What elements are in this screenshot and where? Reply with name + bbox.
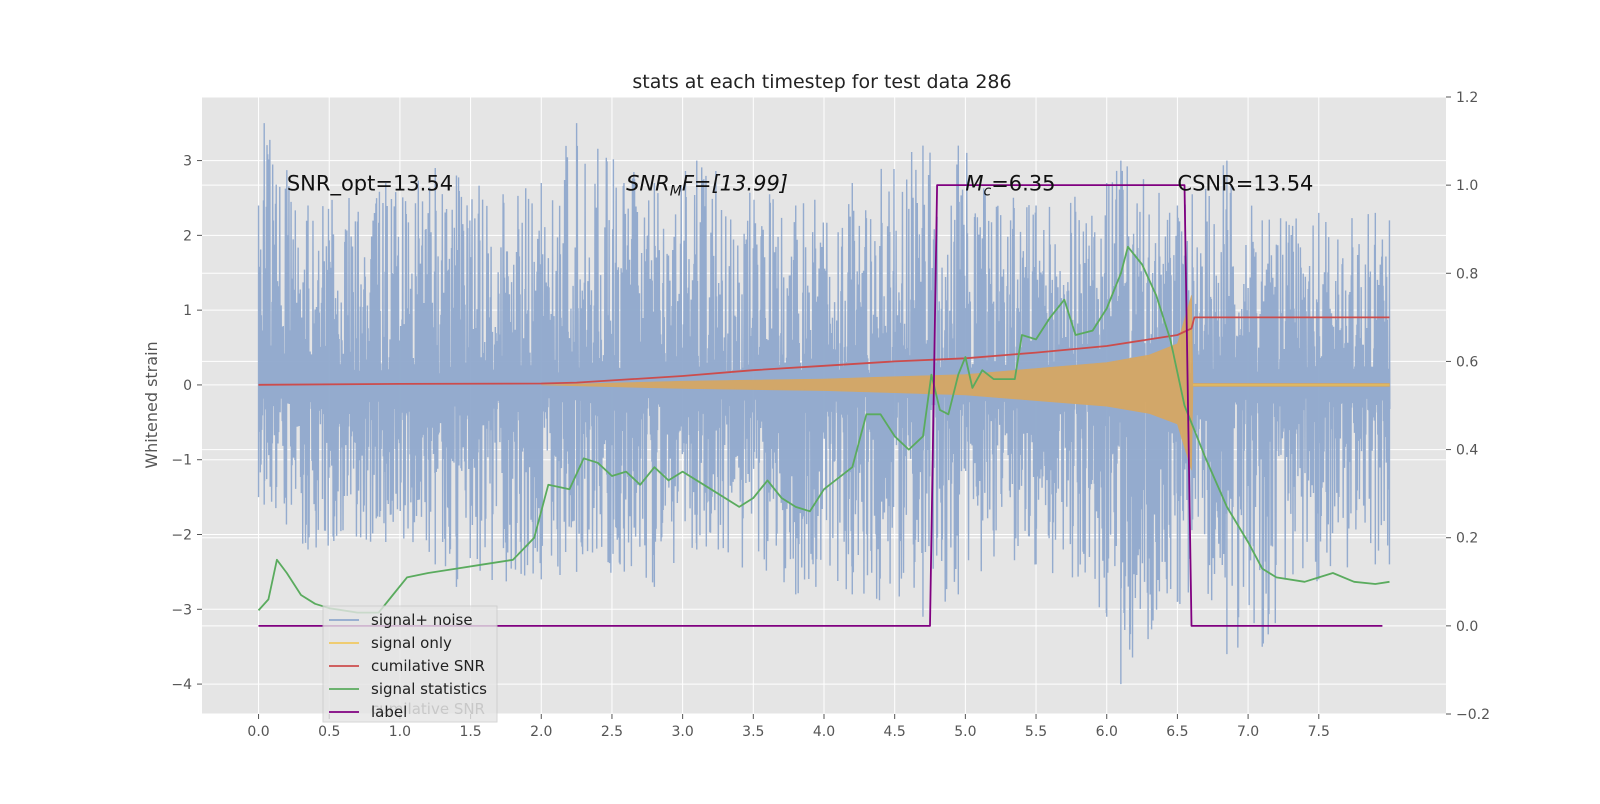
axes: 0.0 0.5 1.0 1.5 2.0 2.5 3.0 3.5 4.0 4.5 5.0 5.5 6.0 6… (171, 90, 1490, 740)
x-tick-label: 4.0 (813, 724, 835, 740)
annotations: SNR_opt=13.54 SNRMF=[13.99] Mc=6.35 CSNR=13… (287, 171, 1314, 199)
y-tick-label: −4 (171, 677, 192, 693)
y2-tick-label: 0.4 (1456, 443, 1478, 459)
y-tick-label: −2 (171, 528, 192, 544)
x-tick-label: 3.0 (672, 724, 694, 740)
y2-tick-label: 0.8 (1456, 266, 1478, 282)
series-line-signal-statistics (257, 245, 1390, 614)
y2-tick-label: 0.6 (1456, 354, 1478, 370)
x-tick-label: 6.0 (1096, 724, 1118, 740)
x-tick-label: 7.5 (1308, 724, 1330, 740)
x-tick-label: 6.5 (1166, 724, 1188, 740)
x-tick-label: 0.5 (318, 724, 340, 740)
legend-label: signal statistics (371, 680, 487, 698)
x-tick-label: 1.5 (459, 724, 481, 740)
legend-overlap-text: cumilative SNR (371, 700, 485, 718)
legend: cumilative SNR signal+ noise signal only cu… (322, 605, 498, 723)
x-tick-label: 0.0 (247, 724, 269, 740)
y2-tick-label: 1.2 (1456, 90, 1478, 106)
y-tick-label: 1 (183, 303, 192, 319)
x-tick-label: 1.0 (389, 724, 411, 740)
y-tick-label: 2 (183, 228, 192, 244)
series-lines (257, 184, 1390, 627)
series-line-label (258, 184, 1383, 627)
annotation: SNR_opt=13.54 (287, 171, 453, 196)
legend-label: cumilative SNR (371, 657, 485, 675)
x-tick-label: 5.0 (954, 724, 976, 740)
y-tick-label: 3 (183, 154, 192, 170)
y2-tick-label: 0.0 (1456, 619, 1478, 635)
legend-box (322, 605, 498, 723)
annotation: Mc=6.35 (965, 171, 1055, 199)
legend-label: signal+ noise (371, 611, 473, 629)
y-axis-label: Whitened strain (142, 341, 161, 468)
x-tick-label: 2.0 (530, 724, 552, 740)
annotation: SNRMF=[13.99] (626, 171, 788, 199)
x-tick-label: 5.5 (1025, 724, 1047, 740)
x-tick-label: 7.0 (1237, 724, 1259, 740)
y2-tick-label: −0.2 (1456, 707, 1490, 723)
series-line-cumilative-snr (258, 316, 1390, 386)
legend-label: label (371, 703, 407, 721)
x-tick-label: 3.5 (742, 724, 764, 740)
y-tick-label: 0 (183, 378, 192, 394)
annotation: CSNR=13.54 (1177, 171, 1313, 195)
legend-label: signal only (371, 634, 452, 652)
y-tick-label: −1 (171, 453, 192, 469)
chart-title: stats at each timestep for test data 286 (632, 71, 1011, 93)
y-tick-label: −3 (171, 602, 192, 618)
x-tick-label: 2.5 (601, 724, 623, 740)
y2-tick-label: 1.0 (1456, 178, 1478, 194)
x-tick-label: 4.5 (884, 724, 906, 740)
y2-tick-label: 0.2 (1456, 531, 1478, 547)
